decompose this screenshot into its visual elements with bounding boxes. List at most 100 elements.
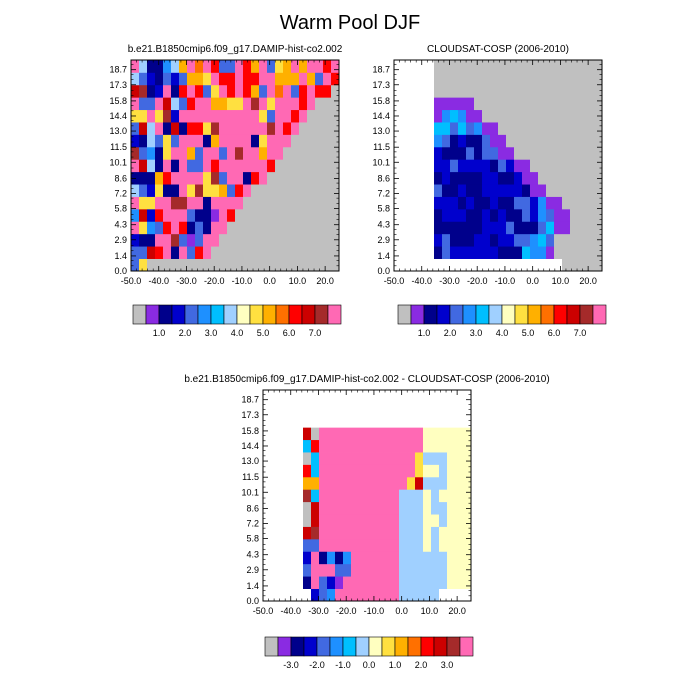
heatmap-cell (391, 464, 400, 478)
heatmap-cell (391, 576, 400, 589)
heatmap-cell (418, 208, 427, 222)
heatmap-cell (447, 526, 456, 540)
heatmap-cell (147, 258, 156, 272)
heatmap-cell (295, 514, 304, 527)
heatmap-cell (594, 146, 603, 160)
heatmap-cell (439, 576, 448, 589)
heatmap-cell (287, 576, 296, 589)
heatmap-cell (415, 402, 424, 416)
heatmap-cell (442, 109, 451, 123)
heatmap-cell (434, 109, 443, 123)
heatmap-cell (279, 576, 288, 589)
heatmap-cell (195, 60, 204, 73)
heatmap-cell (179, 246, 188, 259)
y-tick-label: 10.1 (109, 157, 127, 167)
heatmap-cell (291, 184, 300, 197)
heatmap-cell (311, 551, 320, 565)
heatmap-cell (279, 588, 288, 602)
heatmap-cell (295, 414, 304, 428)
heatmap-cell (291, 208, 300, 222)
x-tick-label: -30.0 (439, 276, 460, 286)
heatmap-cell (163, 122, 172, 135)
heatmap-cell (391, 501, 400, 515)
heatmap-cell (319, 390, 328, 403)
heatmap-cell (546, 246, 555, 259)
heatmap-cell (554, 84, 563, 98)
colorbar-swatch (410, 304, 425, 325)
heatmap-cell (171, 109, 180, 123)
heatmap-cell (171, 72, 180, 86)
heatmap-cell (474, 146, 483, 160)
x-tick-label: 20.0 (579, 276, 597, 286)
y-tick-label: 18.7 (241, 395, 259, 405)
heatmap-cell (303, 402, 312, 416)
heatmap-cell (319, 501, 328, 515)
heatmap-cell (538, 171, 547, 185)
colorbar-swatch (277, 636, 292, 657)
heatmap-cell (375, 588, 384, 602)
heatmap-cell (450, 196, 459, 210)
heatmap-cell (562, 159, 571, 173)
heatmap-cell (431, 551, 440, 565)
heatmap-cell (431, 514, 440, 527)
heatmap-cell (251, 159, 260, 173)
heatmap-cell (498, 97, 507, 111)
y-tick-label: 5.8 (246, 534, 259, 544)
heatmap-cell (434, 122, 443, 135)
heatmap-cell (211, 84, 220, 98)
heatmap-cell (490, 122, 499, 135)
heatmap-cell (315, 196, 324, 210)
heatmap-cell (431, 427, 440, 441)
heatmap-cell (450, 184, 459, 197)
heatmap-cell (538, 146, 547, 160)
heatmap-cell (227, 146, 236, 160)
heatmap-cell (131, 134, 140, 148)
heatmap-cell (323, 97, 332, 111)
heatmap-cell (271, 476, 280, 490)
heatmap-cell (423, 576, 432, 589)
panel-obs-axes: -50.0 -40.0 -30.0 -20.0 -10.0 0.0 10.0 20.0 0.0 1… (372, 59, 603, 286)
heatmap-cell (299, 208, 308, 222)
heatmap-cell (426, 60, 435, 73)
heatmap-cell (434, 246, 443, 259)
heatmap-cell (399, 414, 408, 428)
heatmap-cell (291, 221, 300, 235)
heatmap-cell (394, 258, 403, 272)
heatmap-cell (439, 514, 448, 527)
heatmap-cell (291, 84, 300, 98)
heatmap-cell (279, 501, 288, 515)
heatmap-cell (359, 526, 368, 540)
heatmap-cell (482, 196, 491, 210)
heatmap-cell (251, 72, 260, 86)
heatmap-cell (506, 233, 515, 247)
heatmap-cell (426, 109, 435, 123)
heatmap-cell (163, 97, 172, 111)
heatmap-cell (399, 489, 408, 503)
heatmap-cell (439, 538, 448, 552)
heatmap-cell (447, 538, 456, 552)
heatmap-cell (546, 97, 555, 111)
heatmap-cell (179, 97, 188, 111)
heatmap-cell (490, 171, 499, 185)
heatmap-cell (514, 221, 523, 235)
heatmap-cell (410, 60, 419, 73)
heatmap-cell (251, 196, 260, 210)
heatmap-cell (426, 134, 435, 148)
heatmap-cell (458, 246, 467, 259)
heatmap-cell (335, 464, 344, 478)
heatmap-cell (439, 464, 448, 478)
heatmap-cell (546, 84, 555, 98)
heatmap-cell (402, 208, 411, 222)
heatmap-cell (323, 246, 332, 259)
heatmap-cell (287, 588, 296, 602)
heatmap-cell (267, 196, 276, 210)
heatmap-cell (442, 84, 451, 98)
heatmap-cell (139, 258, 148, 272)
heatmap-cell (570, 171, 579, 185)
heatmap-cell (410, 109, 419, 123)
heatmap-cell (530, 134, 539, 148)
heatmap-cell (402, 60, 411, 73)
heatmap-cell (375, 489, 384, 503)
heatmap-cell (586, 184, 595, 197)
colorbar-swatch (316, 636, 331, 657)
